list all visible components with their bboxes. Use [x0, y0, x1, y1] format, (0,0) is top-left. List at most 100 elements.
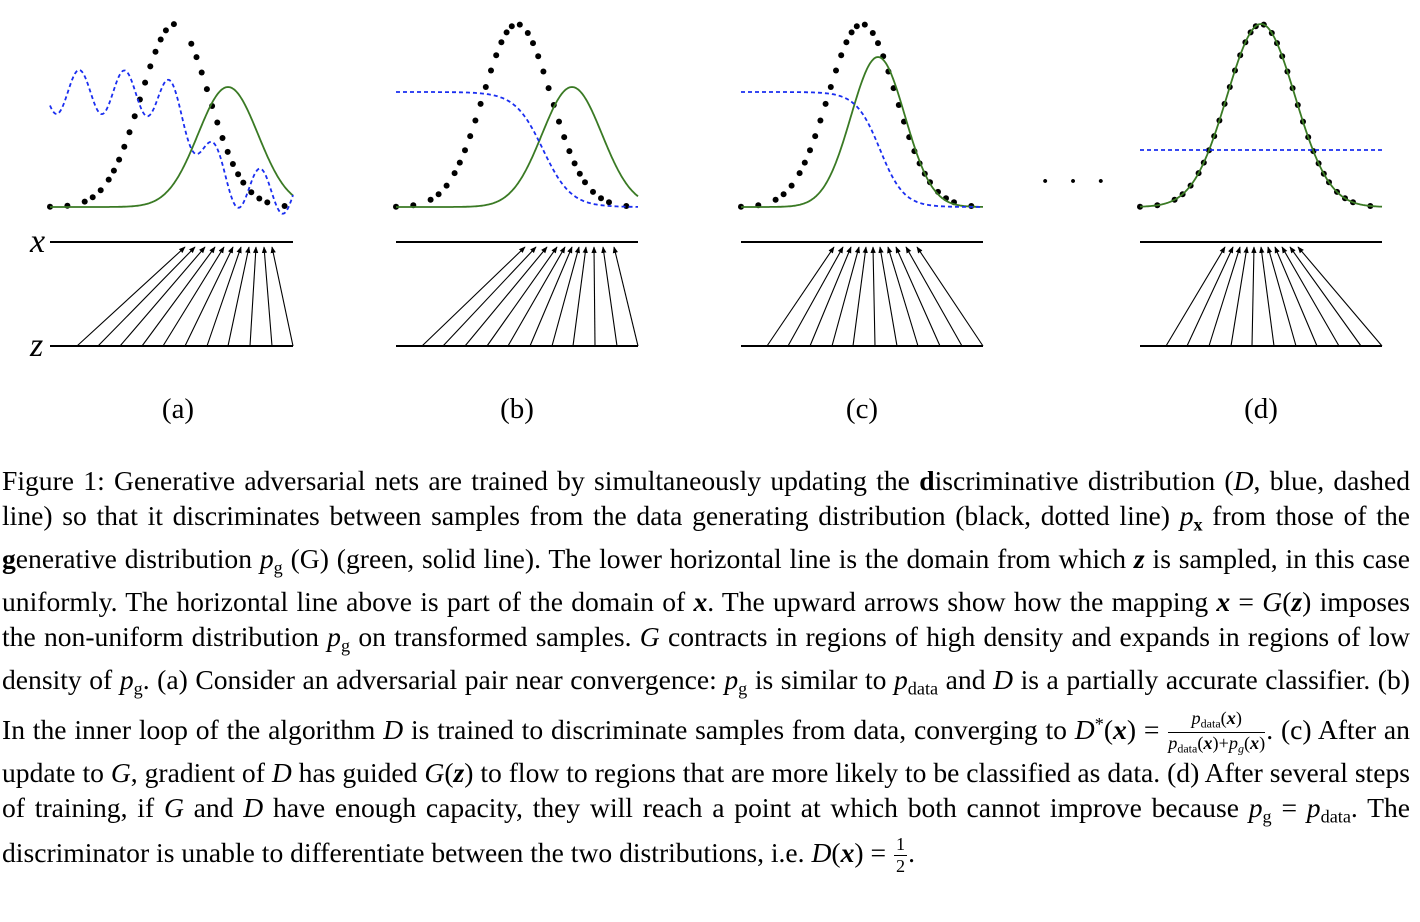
mapping-arrow: [1259, 246, 1275, 347]
caption-segment: =: [1230, 586, 1263, 618]
caption-segment: x: [1113, 713, 1127, 745]
caption-segment: D: [271, 757, 292, 789]
data-distribution-dot: [571, 160, 578, 167]
data-distribution-dot: [456, 159, 463, 166]
x-axis-label: x: [29, 223, 45, 260]
caption-segment: has guided: [291, 757, 425, 789]
data-distribution-dot: [566, 148, 573, 155]
caption-segment: x: [1216, 586, 1231, 618]
discriminator-curve: [49, 69, 294, 215]
mapping-arrow: [551, 246, 580, 347]
data-distribution-dot: [848, 29, 855, 36]
data-distribution-dot: [89, 194, 96, 201]
mapping-arrow: [572, 246, 588, 347]
data-distribution-dot: [152, 48, 159, 55]
caption-segment: D: [1074, 713, 1095, 745]
caption-segment: g: [133, 678, 143, 699]
mapping-arrow: [421, 246, 526, 347]
data-distribution-dot: [224, 148, 231, 155]
discriminator-curve: [741, 91, 983, 208]
mapping-arrow: [227, 246, 251, 347]
mapping-arrow: [1186, 246, 1234, 347]
mapping-arrow: [852, 246, 868, 347]
generator-distribution-curve: [741, 56, 983, 208]
caption-segment: p: [1248, 791, 1263, 823]
caption-segment: p: [894, 664, 908, 696]
caption-segment: z: [453, 757, 465, 789]
panel-label: (b): [500, 393, 534, 425]
caption-segment: z: [1291, 586, 1303, 618]
caption-segment: is sampled, in this case uniformly. The …: [2, 543, 1410, 618]
data-distribution-dot: [157, 36, 164, 43]
data-distribution-dot: [524, 30, 531, 36]
data-distribution-dot: [576, 170, 583, 177]
mapping-arrow: [878, 246, 898, 347]
mapping-arrow: [1208, 246, 1241, 347]
data-distribution-dot: [582, 179, 588, 186]
data-distribution-dot: [126, 129, 133, 136]
figure-caption: Figure 1: Generative adversarial nets ar…: [2, 464, 1410, 877]
caption-segment: and: [183, 791, 244, 823]
caption-segment: ) =: [854, 837, 893, 869]
caption-segment: p: [1179, 499, 1194, 531]
data-distribution-dot: [561, 134, 568, 141]
mapping-arrow: [787, 246, 844, 347]
caption-segment: . (a) Consider an adversarial pair near …: [142, 664, 725, 696]
data-distribution-dot: [833, 67, 839, 74]
data-distribution-dot: [81, 198, 88, 205]
mapping-arrow: [184, 246, 234, 347]
data-distribution-dot: [590, 188, 596, 195]
caption-segment: ) imposes the non-uniform distribution: [2, 586, 1411, 653]
data-distribution-dot: [121, 143, 128, 150]
mapping-arrow: [1251, 246, 1257, 347]
mapping-arrow: [870, 246, 876, 347]
mapping-arrow: [442, 246, 537, 347]
data-distribution-dot: [64, 202, 71, 209]
data-distribution-dot: [796, 170, 803, 177]
caption-segment: z: [1133, 543, 1145, 575]
caption-segment: have enough capacity, they will reach a …: [263, 791, 1249, 823]
mapping-arrow: [486, 246, 558, 347]
caption-segment: . The discriminator is unable to differe…: [2, 791, 1411, 869]
data-distribution-dot: [462, 147, 468, 154]
data-distribution-dot: [188, 40, 195, 47]
data-distribution-dot: [193, 54, 200, 61]
data-distribution-dot: [822, 100, 829, 107]
caption-segment: g: [2, 543, 16, 575]
mapping-arrow: [831, 246, 860, 347]
caption-segment: is trained to discriminate samples from …: [403, 713, 1075, 745]
caption-segment: data: [907, 678, 939, 699]
caption-segment: is a partially accurate classifier. (b) …: [2, 664, 1410, 745]
caption-segment: x: [840, 837, 855, 869]
caption-segment: x: [1193, 514, 1203, 535]
caption-segment: G: [163, 791, 184, 823]
panel-label: (d): [1244, 393, 1278, 425]
data-distribution-dot: [598, 195, 604, 202]
data-distribution-dot: [105, 176, 112, 183]
caption-segment: g: [273, 557, 283, 578]
data-distribution-dot: [219, 135, 226, 141]
caption-segment: . The upward arrows show how the mapping: [707, 586, 1217, 618]
data-distribution-dot: [147, 63, 154, 70]
panel-label: (a): [162, 393, 194, 425]
data-distribution-dot: [443, 182, 450, 189]
caption-segment: p: [259, 543, 274, 575]
mapping-arrow: [141, 246, 216, 347]
mapping-arrow: [887, 246, 919, 347]
data-distribution-dot: [772, 196, 779, 203]
data-distribution-dot: [203, 86, 210, 93]
caption-segment: ) =: [1126, 713, 1168, 745]
caption-segment: D: [1233, 465, 1254, 496]
mapping-arrow: [206, 246, 242, 347]
caption-segment: p: [327, 621, 341, 653]
mapping-arrow: [895, 246, 941, 347]
data-distribution-dot: [256, 195, 263, 202]
mapping-arrow: [464, 246, 548, 347]
data-distribution-dot: [895, 102, 902, 108]
caption-segment: g: [340, 635, 351, 656]
data-distribution-dot: [110, 167, 117, 174]
data-distribution-dot: [540, 68, 547, 75]
caption-segment: (: [1103, 713, 1114, 745]
mapping-arrow: [97, 246, 196, 347]
